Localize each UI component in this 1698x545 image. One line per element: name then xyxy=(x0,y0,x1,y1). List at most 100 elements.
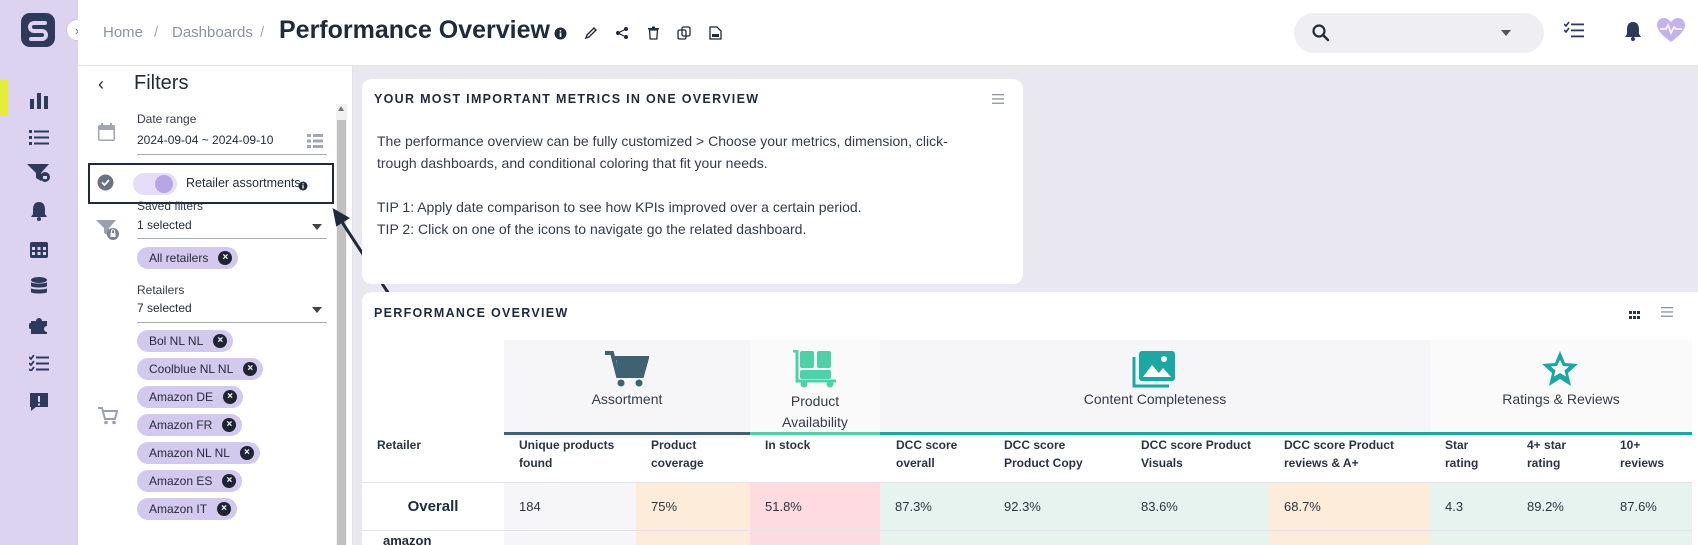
breadcrumb-dashboards[interactable]: Dashboards xyxy=(172,24,253,41)
chip-label: Amazon NL NL xyxy=(149,446,230,460)
list-icon[interactable] xyxy=(26,124,52,150)
remove-chip-icon[interactable]: × xyxy=(239,446,254,460)
column-header[interactable]: Product coverage xyxy=(651,436,704,472)
share-icon[interactable] xyxy=(613,24,631,42)
chip-all-retailers[interactable]: All retailers × xyxy=(137,247,239,269)
saved-filter-icon[interactable] xyxy=(26,160,52,186)
remove-chip-icon[interactable]: × xyxy=(222,474,237,488)
column-header[interactable]: DCC score Product Copy xyxy=(1004,436,1083,472)
column-header[interactable]: DCC score Product Visuals xyxy=(1141,436,1251,472)
chip-retailer[interactable]: Amazon FR × xyxy=(137,414,243,436)
group-label-content: Content Completeness xyxy=(1083,391,1227,407)
info-text-line: TIP 2: Click on one of the icons to navi… xyxy=(377,221,807,237)
grid-view-icon[interactable] xyxy=(1629,307,1640,325)
trolley-icon[interactable] xyxy=(792,349,838,393)
chip-retailer[interactable]: Amazon ES × xyxy=(137,470,243,492)
table-cell: 75% xyxy=(636,483,750,531)
info-icon[interactable] xyxy=(551,24,569,42)
table-cell: 87.3% xyxy=(880,483,989,531)
column-header-retailer[interactable]: Retailer xyxy=(377,438,422,452)
group-label-ratings: Ratings & Reviews xyxy=(1502,391,1620,407)
star-icon[interactable] xyxy=(1540,349,1580,394)
menu-icon[interactable] xyxy=(992,94,1004,104)
search-input[interactable] xyxy=(1342,22,1492,44)
remove-chip-icon[interactable]: × xyxy=(243,362,258,376)
retailers-underline xyxy=(137,322,327,323)
chip-label: Bol NL NL xyxy=(149,334,204,348)
chip-retailer[interactable]: Amazon IT × xyxy=(137,498,238,520)
feedback-icon[interactable] xyxy=(26,389,52,415)
column-header[interactable]: Star rating xyxy=(1445,436,1478,472)
search-box[interactable] xyxy=(1294,13,1544,53)
column-header[interactable]: DCC score Product reviews & A+ xyxy=(1284,436,1394,472)
tasks-icon[interactable] xyxy=(1563,21,1584,44)
export-pdf-icon[interactable] xyxy=(706,24,724,42)
retailer-assortments-toggle[interactable] xyxy=(133,173,177,195)
saved-filters-label: Saved filters xyxy=(137,199,204,213)
collapse-filters-icon[interactable]: ‹ xyxy=(98,74,104,94)
notifications-bell-icon[interactable] xyxy=(1624,21,1642,46)
remove-chip-icon[interactable]: × xyxy=(213,334,228,348)
remove-chip-icon[interactable]: × xyxy=(223,390,238,404)
date-range-value[interactable]: 2024-09-04 ~ 2024-09-10 xyxy=(137,133,274,147)
column-header-line: In stock xyxy=(765,438,811,452)
health-heart-icon[interactable] xyxy=(1656,17,1686,48)
calendar-icon xyxy=(98,123,115,146)
chip-label: Coolblue NL NL xyxy=(149,362,234,376)
chip-retailer[interactable]: Amazon DE × xyxy=(137,386,244,408)
remove-chip-icon[interactable]: × xyxy=(222,418,237,432)
icon-rail: › xyxy=(0,0,88,545)
info-card: YOUR MOST IMPORTANT METRICS IN ONE OVERV… xyxy=(362,79,1023,284)
saved-filters-select[interactable]: 1 selected xyxy=(137,218,192,232)
puzzle-icon[interactable] xyxy=(26,312,52,338)
remove-chip-icon[interactable]: × xyxy=(217,502,232,516)
cart-icon[interactable] xyxy=(605,350,650,393)
bar-chart-icon[interactable] xyxy=(26,87,52,113)
table-cell xyxy=(636,531,750,545)
chevron-down-icon[interactable] xyxy=(312,224,322,230)
column-header-line: reviews xyxy=(1620,456,1665,470)
image-icon[interactable] xyxy=(1132,350,1176,393)
trash-icon[interactable] xyxy=(644,24,662,42)
edit-icon[interactable] xyxy=(582,24,600,42)
info-icon[interactable] xyxy=(298,178,308,196)
column-header[interactable]: Unique products found xyxy=(519,436,614,472)
database-icon[interactable] xyxy=(26,274,52,300)
chip-label: Amazon DE xyxy=(149,390,214,404)
chevron-down-icon[interactable] xyxy=(312,307,322,313)
checklist-icon[interactable] xyxy=(26,350,52,376)
calendar-icon[interactable] xyxy=(26,236,52,262)
brand-logo-icon[interactable] xyxy=(20,12,56,48)
scrollbar-thumb[interactable] xyxy=(337,120,346,545)
chip-retailer[interactable]: Bol NL NL × xyxy=(137,330,234,352)
info-text-line: TIP 1: Apply date comparison to see how … xyxy=(377,199,862,215)
column-header-line: Product xyxy=(651,438,697,452)
remove-chip-icon[interactable]: × xyxy=(218,251,233,265)
scroll-up-arrow-icon[interactable] xyxy=(338,106,344,111)
filters-scrollbar[interactable] xyxy=(336,104,347,545)
retailer-assortments-row: Retailer assortments xyxy=(88,163,334,204)
cart-icon xyxy=(98,407,119,430)
column-header-line: coverage xyxy=(651,456,704,470)
duplicate-icon[interactable] xyxy=(675,24,693,42)
group-underline xyxy=(750,432,880,435)
menu-icon[interactable] xyxy=(1661,307,1673,317)
column-header[interactable]: DCC score overall xyxy=(896,436,957,472)
chip-retailer[interactable]: Amazon NL NL × xyxy=(137,442,260,464)
chip-label: Amazon ES xyxy=(149,474,213,488)
table-cell: 92.3% xyxy=(989,483,1126,531)
column-header[interactable]: 4+ star rating xyxy=(1527,436,1566,472)
column-header-line: Unique products xyxy=(519,438,615,452)
breadcrumb-home[interactable]: Home xyxy=(103,24,144,41)
table-cell: 184 xyxy=(504,483,636,531)
bell-icon[interactable] xyxy=(26,198,52,224)
column-header[interactable]: In stock xyxy=(765,436,810,454)
date-preset-icon[interactable] xyxy=(307,134,323,153)
chip-retailer[interactable]: Coolblue NL NL × xyxy=(137,358,264,380)
chip-label: All retailers xyxy=(149,251,209,265)
retailer-logo[interactable]: amazon xyxy=(383,537,432,545)
retailers-select[interactable]: 7 selected xyxy=(137,301,192,315)
column-header[interactable]: 10+ reviews xyxy=(1620,436,1664,472)
row-label-overall[interactable]: Overall xyxy=(407,498,459,515)
chevron-down-icon[interactable] xyxy=(1501,30,1511,36)
